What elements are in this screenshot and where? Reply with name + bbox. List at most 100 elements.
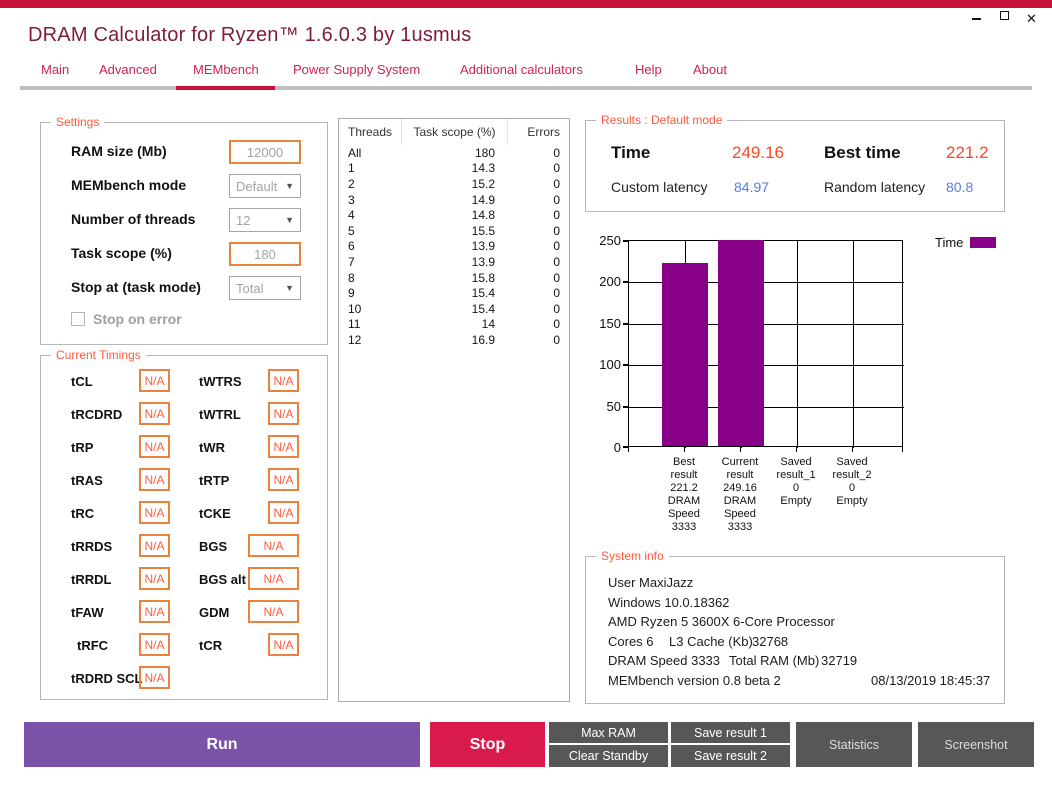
tab-advanced[interactable]: Advanced xyxy=(99,62,157,77)
timing-label-trcdrd: tRCDRD xyxy=(71,407,123,422)
statistics-button[interactable]: Statistics xyxy=(796,722,912,767)
clear-standby-button[interactable]: Clear Standby xyxy=(549,745,668,767)
gridline xyxy=(797,241,798,448)
threads-table: Threads Task scope (%) Errors All 180 0 … xyxy=(338,118,570,702)
max-ram-button[interactable]: Max RAM xyxy=(549,722,668,743)
cell-errors: 0 xyxy=(553,239,560,254)
ram-size-input[interactable]: 12000 xyxy=(229,140,301,164)
table-row[interactable]: 1 14.3 0 xyxy=(339,161,569,177)
cell-thread: 12 xyxy=(348,332,362,347)
cell-thread: 5 xyxy=(348,223,355,238)
cell-task-scope: 14.9 xyxy=(471,192,495,207)
ram-size-row: RAM size (Mb) 12000 xyxy=(41,140,329,164)
cell-thread: 2 xyxy=(348,176,355,191)
screenshot-button[interactable]: Screenshot xyxy=(918,722,1034,767)
cell-thread: 6 xyxy=(348,239,355,254)
table-row[interactable]: 4 14.8 0 xyxy=(339,207,569,223)
column-header-threads[interactable]: Threads xyxy=(348,125,393,139)
timing-label-twtrl: tWTRL xyxy=(199,407,241,422)
membench-mode-row: MEMbench mode Default ▼ xyxy=(41,174,329,198)
tab-help[interactable]: Help xyxy=(635,62,662,77)
system-info-group-label: System info xyxy=(596,549,669,563)
legend-swatch xyxy=(970,237,997,248)
maximize-icon xyxy=(1000,11,1009,20)
table-row[interactable]: 12 16.9 0 xyxy=(339,332,569,348)
random-latency-label: Random latency xyxy=(824,179,926,195)
save-result-1-button[interactable]: Save result 1 xyxy=(671,722,790,743)
save-result-2-button[interactable]: Save result 2 xyxy=(671,745,790,767)
tab-main[interactable]: Main xyxy=(41,62,70,77)
stop-at-label: Stop at (task mode) xyxy=(71,279,201,295)
table-row[interactable]: 10 15.4 0 xyxy=(339,301,569,317)
timing-label-trrds: tRRDS xyxy=(71,539,113,554)
table-row[interactable]: All 180 0 xyxy=(339,145,569,161)
table-row[interactable]: 2 15.2 0 xyxy=(339,176,569,192)
task-scope-input[interactable]: 180 xyxy=(229,242,301,266)
threads-value: 12 xyxy=(236,212,251,228)
os-text: Windows 10.0.18362 xyxy=(608,594,730,610)
gridline xyxy=(629,282,904,283)
column-header-task-scope[interactable]: Task scope (%) xyxy=(401,119,507,145)
current-timings-groupbox: Current Timings tCL N/A tWTRS N/A tRCDRD… xyxy=(40,348,329,700)
timing-row: tRRDS N/A BGS N/A xyxy=(41,533,329,566)
y-axis-tick xyxy=(623,446,628,448)
timings-rows: tCL N/A tWTRS N/A tRCDRD N/A tWTRL N/A t… xyxy=(41,368,329,698)
nav-tabs: Main Advanced MEMbench Power Supply Syst… xyxy=(0,62,1052,82)
stop-on-error-checkbox[interactable] xyxy=(71,312,85,326)
cell-task-scope: 14.3 xyxy=(471,161,495,176)
system-info-cpu: AMD Ryzen 5 3600X 6-Core Processor xyxy=(586,614,1006,634)
system-info-user: User MaxiJazz xyxy=(586,575,1006,595)
cell-errors: 0 xyxy=(553,223,560,238)
table-row[interactable]: 11 14 0 xyxy=(339,317,569,333)
tab-power-supply-system[interactable]: Power Supply System xyxy=(293,62,421,77)
timing-row: tCL N/A tWTRS N/A xyxy=(41,368,329,401)
table-row[interactable]: 7 13.9 0 xyxy=(339,254,569,270)
table-row[interactable]: 6 13.9 0 xyxy=(339,239,569,255)
maximize-button[interactable] xyxy=(998,10,1012,22)
y-axis-tick-label: 100 xyxy=(599,357,621,372)
bar-best-result xyxy=(662,263,708,446)
current-timings-group-label: Current Timings xyxy=(51,348,146,362)
gridline xyxy=(629,407,904,408)
timing-row: tRP N/A tWR N/A xyxy=(41,434,329,467)
timing-value-bgs: N/A xyxy=(248,534,299,557)
chart-legend: Time xyxy=(935,235,997,250)
x-axis-label-saved-result-2: Saved result_2 0 Empty xyxy=(832,456,872,507)
timing-label-trc: tRC xyxy=(71,506,95,521)
table-row[interactable]: 8 15.8 0 xyxy=(339,270,569,286)
x-axis-label-saved-result-1: Saved result_1 0 Empty xyxy=(776,456,816,507)
system-info-cores: Cores 6 L3 Cache (Kb) 32768 xyxy=(586,634,1006,654)
timing-value-gdm: N/A xyxy=(248,600,299,623)
titlebar-accent-strip xyxy=(0,0,1052,8)
close-icon: ✕ xyxy=(1026,11,1037,26)
active-tab-indicator xyxy=(176,86,275,90)
tab-membench[interactable]: MEMbench xyxy=(193,62,259,77)
tab-about[interactable]: About xyxy=(693,62,727,77)
cell-errors: 0 xyxy=(553,254,560,269)
minimize-button[interactable] xyxy=(970,10,984,22)
threads-select[interactable]: 12 ▼ xyxy=(229,208,301,232)
l3-cache-label: L3 Cache (Kb) xyxy=(669,633,753,649)
timing-value-trfc: N/A xyxy=(139,633,170,656)
membench-version-text: MEMbench version 0.8 beta 2 xyxy=(608,672,781,688)
table-row[interactable]: 9 15.4 0 xyxy=(339,285,569,301)
run-button[interactable]: Run xyxy=(24,722,420,767)
cell-thread: 10 xyxy=(348,301,362,316)
table-row[interactable]: 5 15.5 0 xyxy=(339,223,569,239)
timing-value-tcr: N/A xyxy=(268,633,299,656)
timing-label-twtrs: tWTRS xyxy=(199,374,242,389)
column-header-errors[interactable]: Errors xyxy=(507,119,569,145)
table-row[interactable]: 3 14.9 0 xyxy=(339,192,569,208)
timing-label-trfc: tRFC xyxy=(77,638,109,653)
chevron-down-icon: ▼ xyxy=(285,215,294,225)
gridline xyxy=(853,241,854,448)
tab-additional-calculators[interactable]: Additional calculators xyxy=(460,62,583,77)
stop-on-error-label: Stop on error xyxy=(93,311,182,327)
timing-label-gdm: GDM xyxy=(199,605,230,620)
close-button[interactable]: ✕ xyxy=(1026,10,1040,25)
stop-button[interactable]: Stop xyxy=(430,722,545,767)
membench-mode-select[interactable]: Default ▼ xyxy=(229,174,301,198)
chevron-down-icon: ▼ xyxy=(285,283,294,293)
stop-at-select[interactable]: Total ▼ xyxy=(229,276,301,300)
chevron-down-icon: ▼ xyxy=(285,181,294,191)
